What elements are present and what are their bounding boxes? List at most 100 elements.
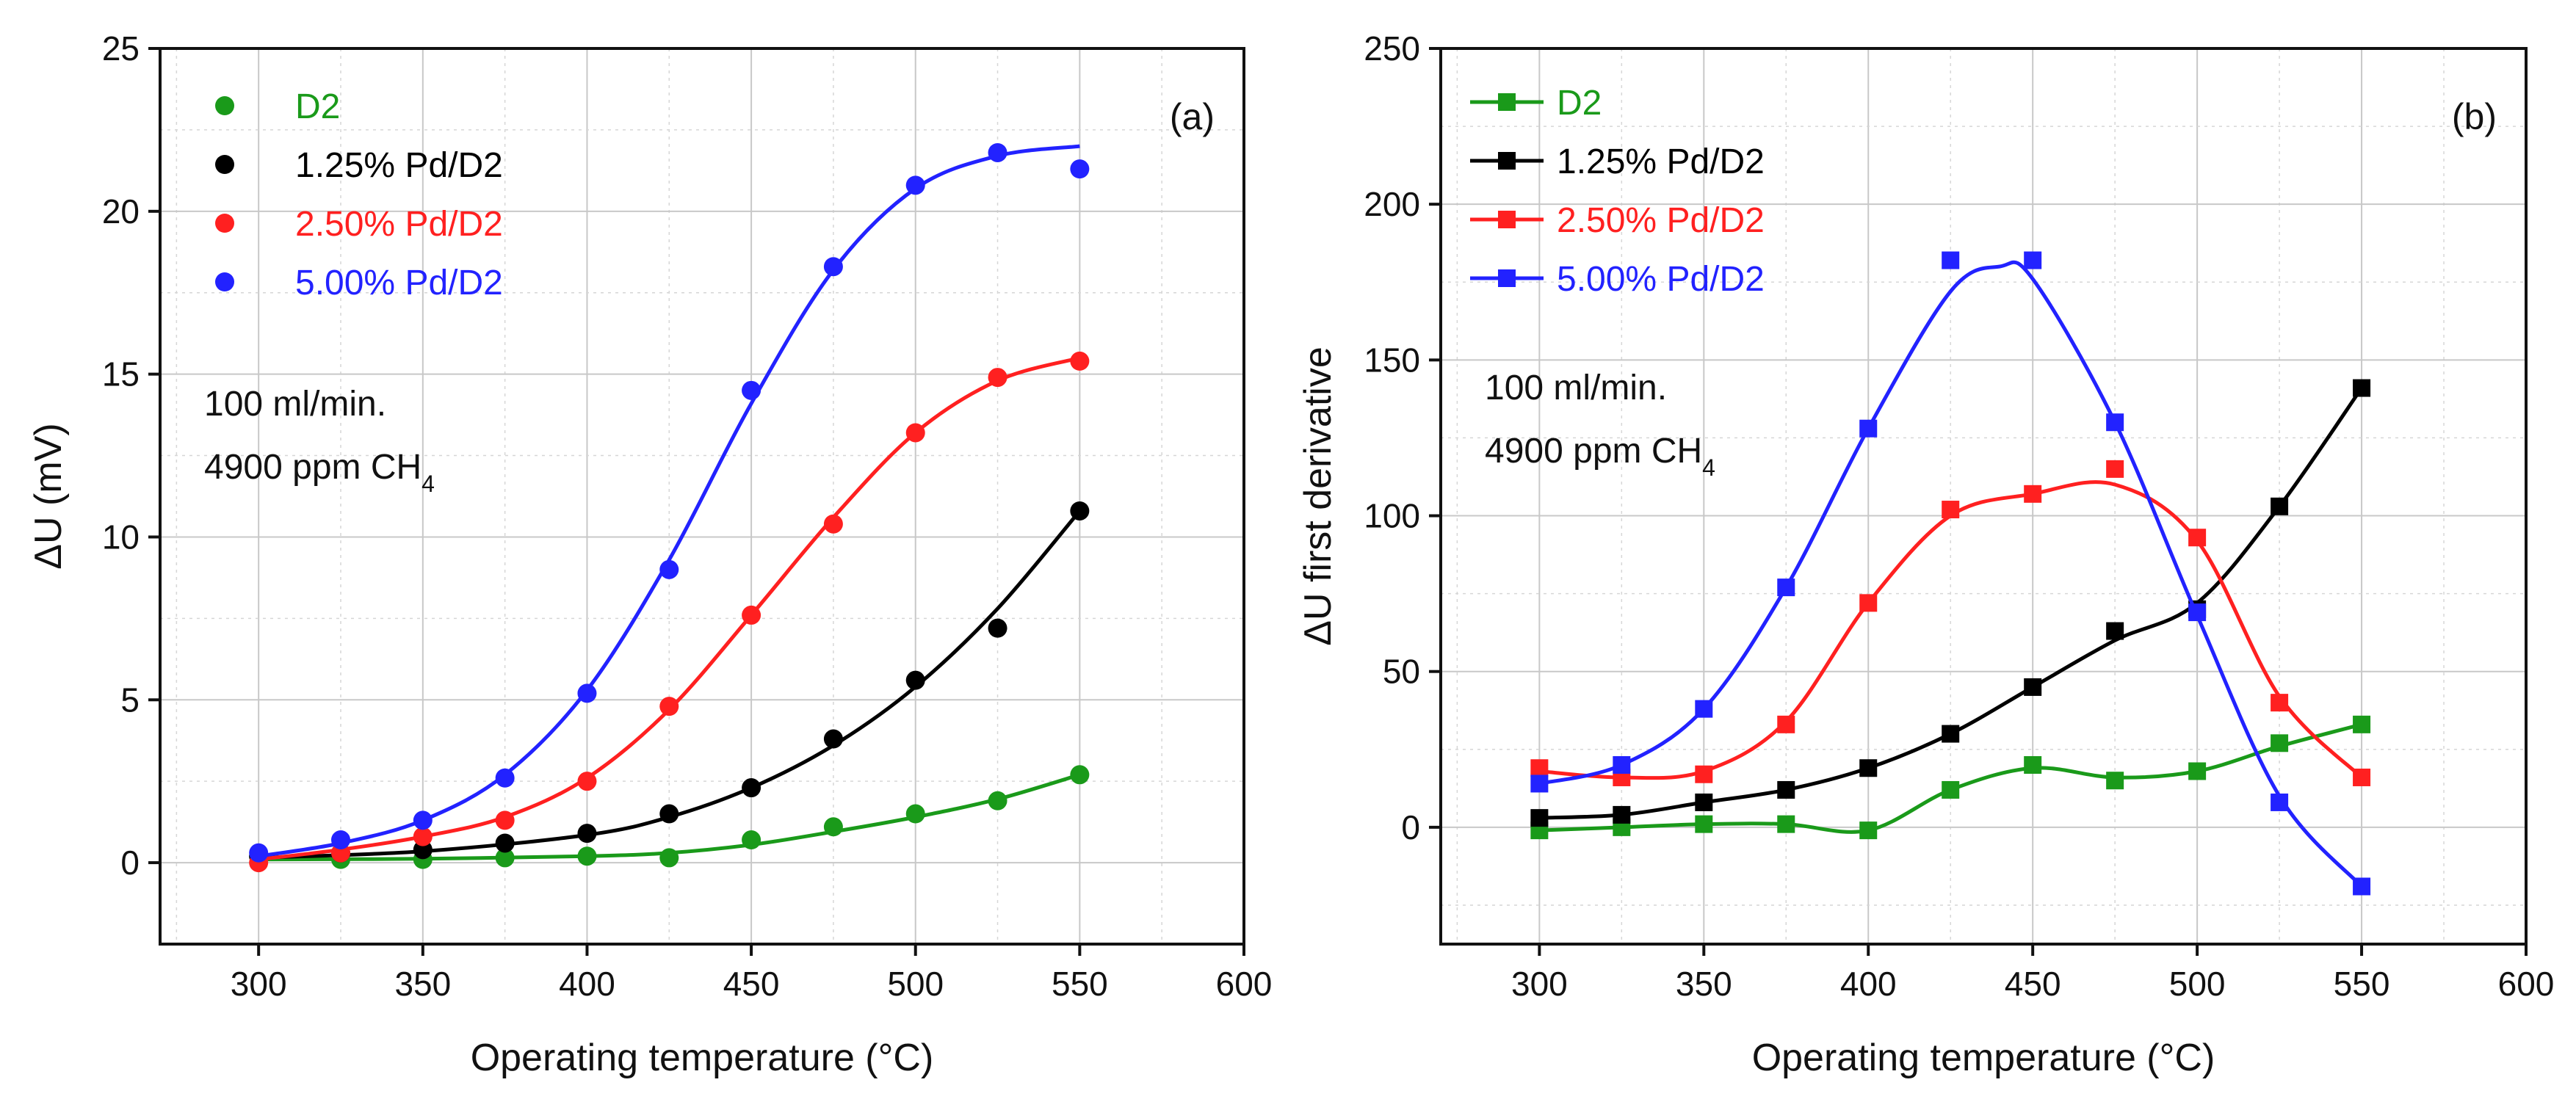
data-point	[1695, 765, 1713, 783]
data-point	[2271, 694, 2289, 712]
data-point	[2188, 603, 2207, 622]
data-point	[988, 368, 1007, 388]
data-point	[742, 605, 761, 625]
data-point	[2271, 497, 2289, 515]
y-tick-label: 50	[1383, 653, 1420, 691]
legend-marker	[1498, 152, 1516, 170]
data-point	[1777, 815, 1795, 833]
data-point	[2024, 756, 2042, 774]
y-axis-label: ΔU (mV)	[27, 423, 70, 569]
data-point	[1530, 775, 1549, 793]
x-tick-label: 500	[2169, 965, 2226, 1003]
series-line	[1539, 387, 2364, 820]
panel-label: (a)	[1170, 96, 1215, 137]
x-axis-label: Operating temperature (°C)	[471, 1037, 934, 1079]
annotation-concentration: 4900 ppm CH4	[204, 448, 435, 497]
legend-label: 1.25% Pd/D2	[1557, 142, 1765, 181]
data-point	[495, 848, 515, 868]
y-tick-label: 100	[1364, 497, 1420, 535]
data-point	[1530, 809, 1549, 827]
x-tick-label: 500	[887, 965, 944, 1003]
y-tick-label: 10	[102, 518, 140, 556]
series-3	[1530, 251, 2371, 896]
y-axis-label: ΔU first derivative	[1297, 347, 1339, 646]
x-tick-label: 600	[2498, 965, 2555, 1003]
data-point	[905, 423, 925, 443]
data-point	[2024, 251, 2042, 269]
data-point	[1070, 159, 1090, 179]
data-point	[742, 830, 761, 850]
plot-frame	[1439, 47, 2528, 946]
data-point	[823, 257, 843, 277]
grid	[1441, 48, 2526, 944]
data-point	[1777, 780, 1795, 799]
data-point	[2271, 734, 2289, 752]
x-tick-label: 350	[1676, 965, 1732, 1003]
data-point	[1070, 765, 1090, 785]
chart-panel-a: 300 350 400 450 500 550 600 0 5 10 15 20 25 Operating…	[27, 29, 1272, 1079]
y-tick-label: 15	[102, 355, 140, 393]
data-point	[331, 830, 350, 850]
data-point	[1942, 780, 1960, 799]
data-point	[495, 810, 515, 830]
legend-marker	[215, 214, 234, 233]
y-tick-label: 0	[1401, 808, 1420, 846]
data-point	[1695, 700, 1713, 718]
data-point	[413, 810, 433, 830]
data-point	[413, 827, 433, 846]
data-point	[2271, 793, 2289, 811]
data-point	[2353, 715, 2371, 733]
data-point	[2353, 768, 2371, 786]
data-point	[2106, 772, 2124, 790]
data-point	[1777, 578, 1795, 597]
y-tick-label: 150	[1364, 341, 1420, 379]
panel-label: (b)	[2452, 96, 2497, 137]
data-point	[2106, 622, 2124, 640]
legend-label: D2	[1557, 84, 1602, 123]
y-tick-label: 25	[102, 29, 140, 68]
data-point	[659, 697, 679, 717]
data-point	[1859, 594, 1878, 612]
data-point	[1859, 759, 1878, 777]
data-point	[1695, 793, 1713, 811]
legend-marker	[1498, 93, 1516, 111]
series-2	[249, 351, 1090, 873]
x-tick-label: 300	[231, 965, 287, 1003]
x-tick-label: 600	[1216, 965, 1273, 1003]
data-point	[988, 142, 1007, 162]
data-point	[1859, 821, 1878, 840]
legend-label: 2.50% Pd/D2	[1557, 201, 1765, 240]
data-point	[742, 380, 761, 400]
data-point	[2024, 485, 2042, 503]
data-point	[659, 559, 679, 579]
conditions-annotation: 100 ml/min. 4900 ppm CH4	[1485, 369, 1715, 481]
y-tick-label: 250	[1364, 29, 1420, 68]
data-point	[988, 791, 1007, 810]
data-point	[2188, 762, 2207, 780]
data-point	[823, 817, 843, 837]
legend-label: 2.50% Pd/D2	[295, 205, 503, 244]
data-point	[495, 768, 515, 788]
x-axis-label: Operating temperature (°C)	[1752, 1037, 2215, 1079]
x-tick-label: 350	[394, 965, 451, 1003]
annotation-flow: 100 ml/min.	[1485, 369, 1667, 407]
conditions-annotation: 100 ml/min. 4900 ppm CH4	[204, 385, 435, 497]
data-point	[2188, 529, 2207, 547]
x-tick-label: 450	[723, 965, 780, 1003]
data-point	[2106, 460, 2124, 478]
data-point	[905, 670, 925, 690]
data-point	[905, 804, 925, 824]
x-tick-label: 450	[2005, 965, 2061, 1003]
data-point	[1695, 815, 1713, 833]
legend: D2 1.25% Pd/D2 2.50% Pd/D2 5.00% Pd/D2	[1470, 84, 1765, 299]
data-point	[577, 683, 597, 703]
data-point	[1942, 251, 1960, 269]
y-tick-label: 200	[1364, 185, 1420, 223]
data-point	[495, 833, 515, 853]
x-tick-label: 550	[2334, 965, 2390, 1003]
annotation-flow: 100 ml/min.	[204, 385, 386, 424]
data-point	[2353, 877, 2371, 896]
y-tick-label: 0	[120, 844, 140, 882]
